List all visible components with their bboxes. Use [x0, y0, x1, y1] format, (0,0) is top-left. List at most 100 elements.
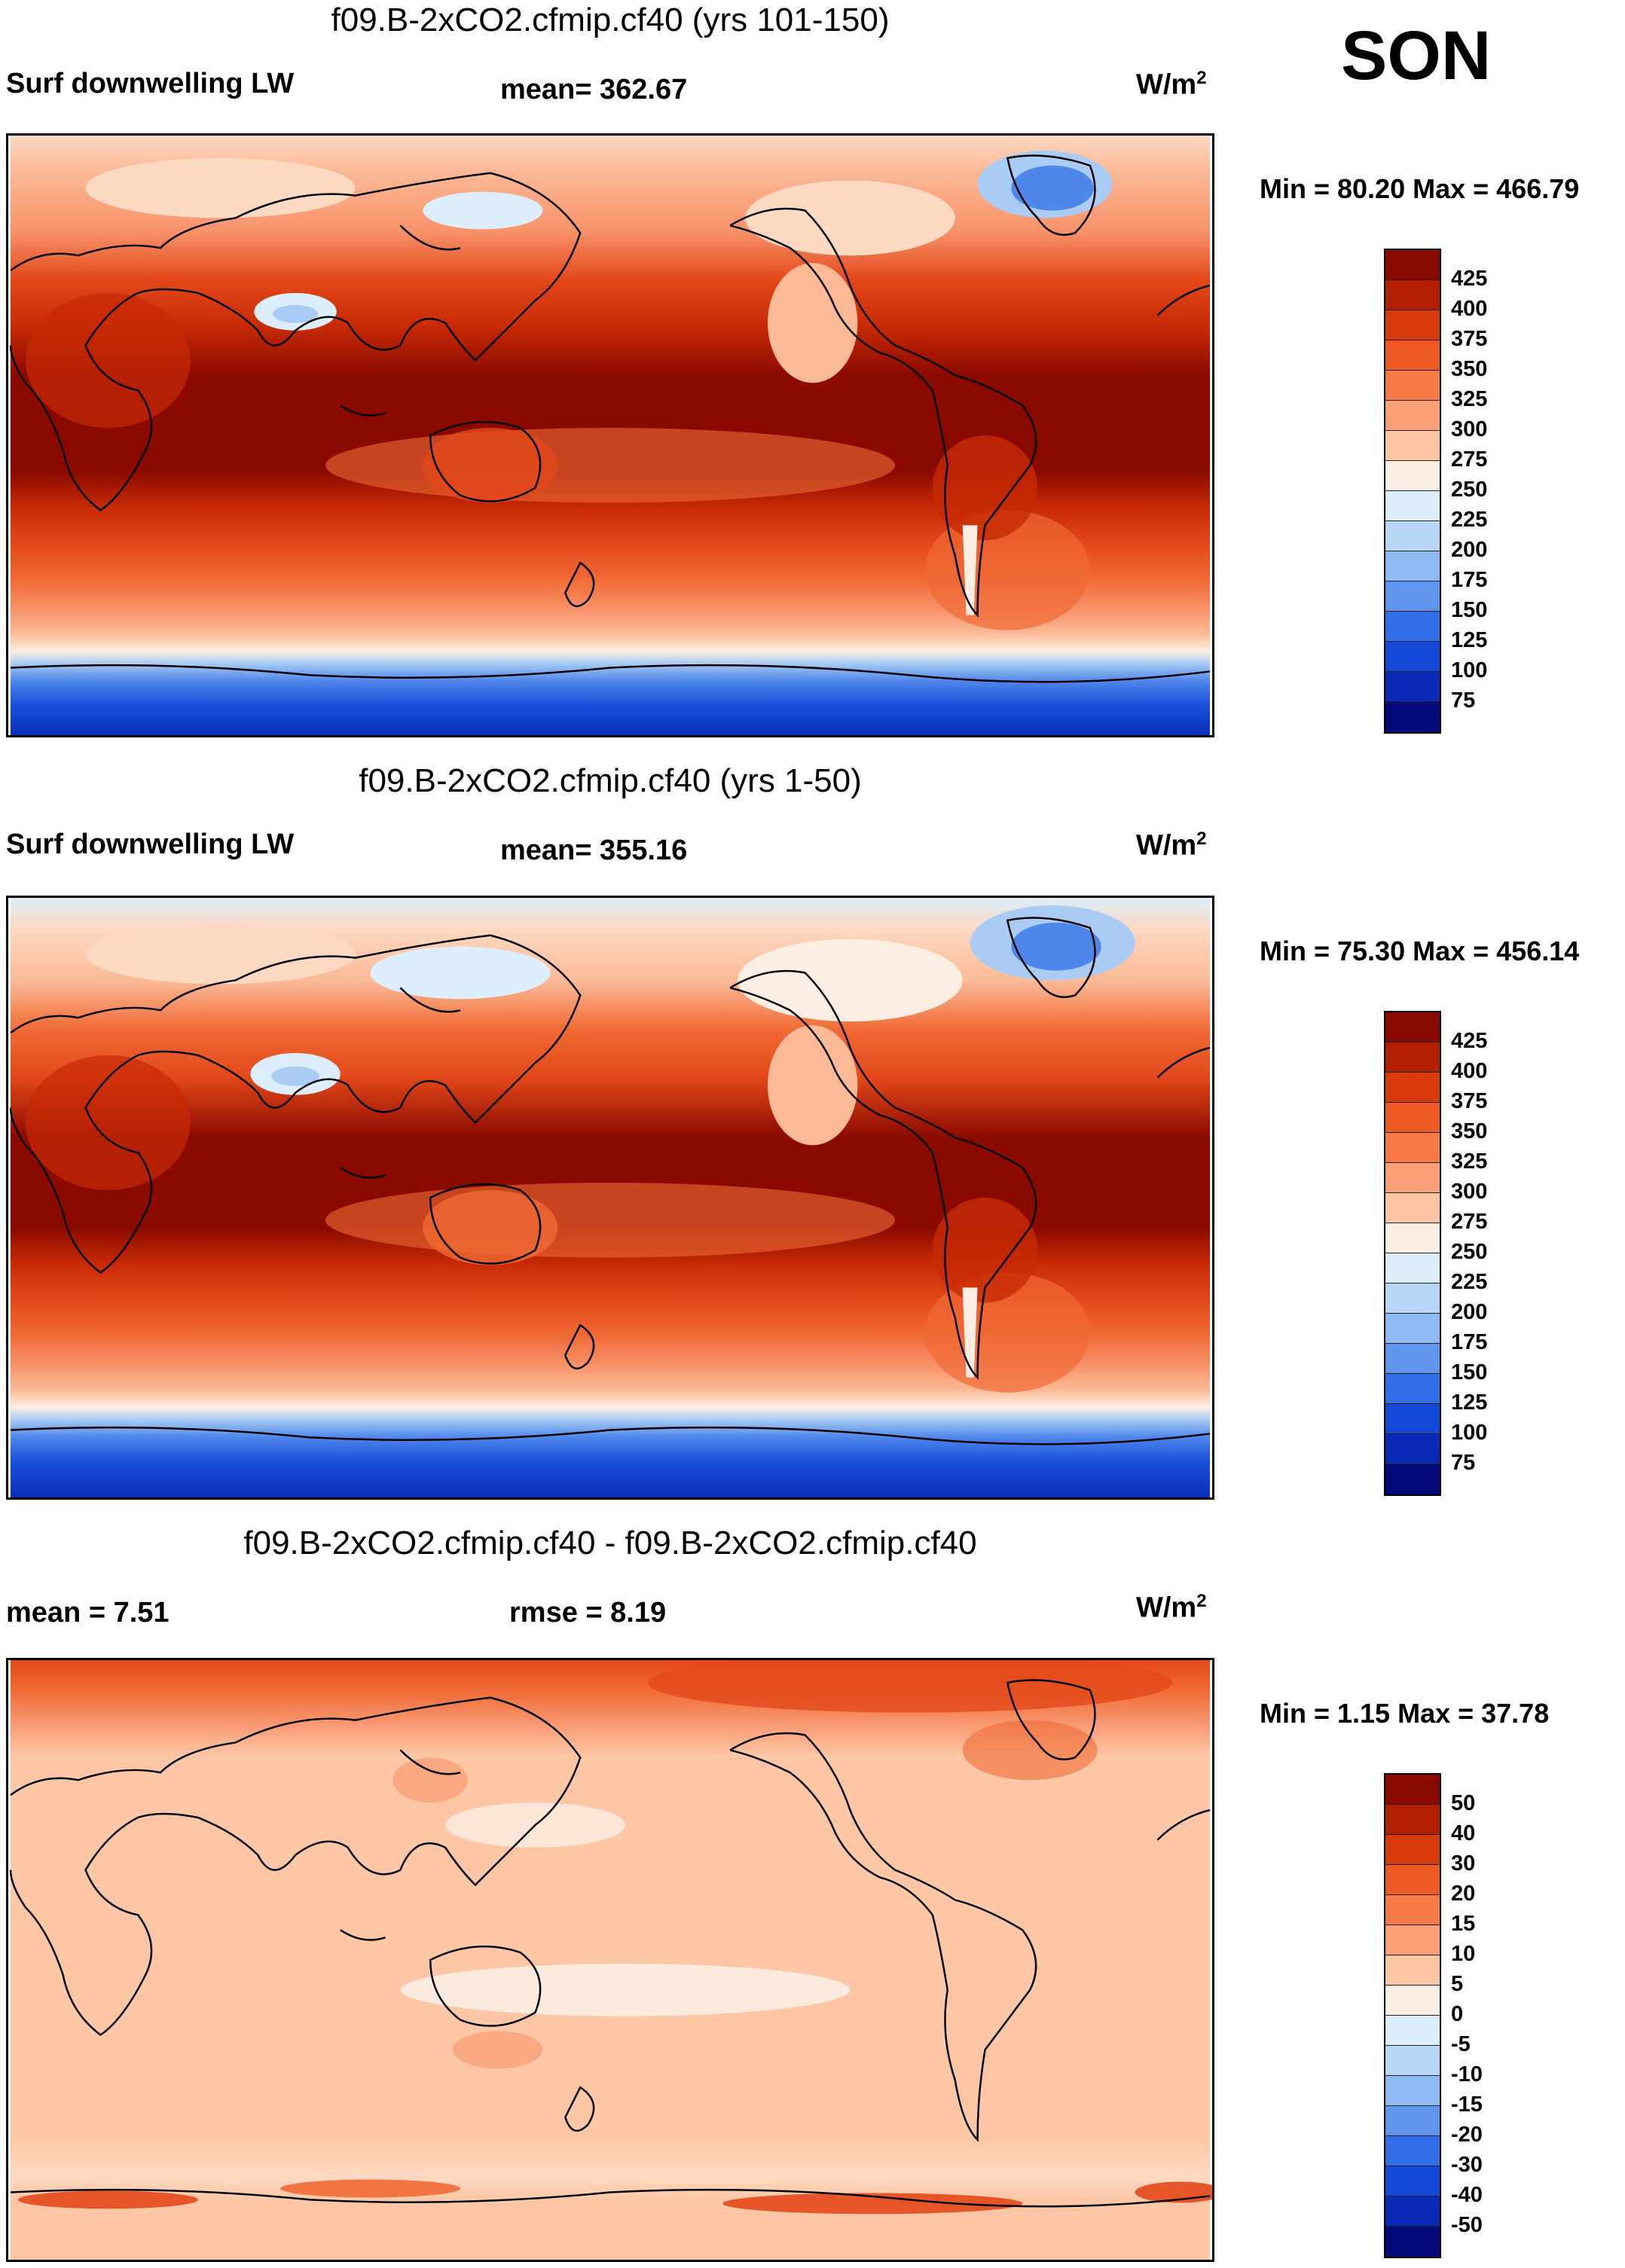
field-label: Surf downwelling LW [6, 829, 295, 860]
colorbar-box [1385, 521, 1440, 551]
colorbar-label: 100 [1451, 1421, 1488, 1445]
colorbar-box [1385, 551, 1440, 581]
colorbar-label: 200 [1451, 1300, 1488, 1324]
colorbar-box [1385, 2196, 1440, 2227]
colorbar-box [1385, 401, 1440, 431]
colorbar-box [1385, 1835, 1440, 1865]
colorbar [1384, 249, 1441, 734]
colorbar-box [1385, 431, 1440, 461]
colorbar-box [1385, 1253, 1440, 1284]
map-contour-plot [9, 898, 1211, 1497]
units-exponent: 2 [1196, 829, 1207, 849]
panel-title: f09.B-2xCO2.cfmip.cf40 - f09.B-2xCO2.cfm… [243, 1525, 977, 1561]
colorbar-label: 100 [1451, 658, 1488, 682]
colorbar-label: 250 [1451, 478, 1488, 502]
units-text: W/m [1136, 1592, 1197, 1624]
colorbar-label: -50 [1451, 2213, 1483, 2237]
field-anomalies [17, 1660, 1212, 2215]
colorbar-box [1385, 310, 1440, 340]
colorbar-label: 325 [1451, 1149, 1488, 1174]
colorbar-box [1385, 280, 1440, 310]
colorbar-label: 375 [1451, 327, 1488, 351]
min-max-label: Min = 80.20 Max = 466.79 [1260, 173, 1580, 204]
colorbar-box [1385, 1805, 1440, 1835]
colorbar-box [1385, 642, 1440, 672]
colorbar-box [1385, 1374, 1440, 1404]
colorbar-label: 0 [1451, 2002, 1464, 2026]
colorbar-box [1385, 1955, 1440, 1986]
colorbar-box [1385, 2136, 1440, 2166]
mean-label: mean= 355.16 [500, 835, 688, 866]
colorbar-label: 425 [1451, 267, 1488, 291]
colorbar-box [1385, 371, 1440, 401]
colorbar-label: 15 [1451, 1912, 1476, 1936]
coastlines [9, 1679, 1211, 2208]
colorbar-label: 20 [1451, 1882, 1476, 1906]
colorbar-box [1385, 702, 1440, 732]
colorbar-label: 150 [1451, 1360, 1488, 1384]
panel-title: f09.B-2xCO2.cfmip.cf40 (yrs 1-50) [359, 762, 862, 799]
colorbar-box [1385, 1163, 1440, 1193]
colorbar-label: 425 [1451, 1029, 1488, 1053]
colorbar-label: 350 [1451, 357, 1488, 381]
colorbar-box [1385, 1133, 1440, 1163]
colorbar-label: 10 [1451, 1942, 1476, 1966]
colorbar-box [1385, 1895, 1440, 1925]
rmse-label: rmse = 8.19 [509, 1597, 667, 1629]
units-label: W/m2 [1136, 1591, 1207, 1625]
colorbar-box [1385, 250, 1440, 280]
units-label: W/m2 [1136, 829, 1207, 862]
colorbar-box [1385, 612, 1440, 642]
colorbar-box [1385, 1073, 1440, 1103]
colorbar-box [1385, 1103, 1440, 1133]
colorbar-label: 40 [1451, 1821, 1476, 1845]
coastlines [9, 154, 1211, 683]
colorbar-label: 75 [1451, 688, 1476, 713]
colorbar-box [1385, 1314, 1440, 1344]
colorbar-label: -15 [1451, 2092, 1483, 2117]
colorbar-box [1385, 1042, 1440, 1073]
colorbar-box [1385, 340, 1440, 371]
field-anomalies [25, 150, 1113, 630]
colorbar-label: -30 [1451, 2153, 1483, 2177]
colorbar-label: 125 [1451, 1390, 1488, 1415]
units-label: W/m2 [1136, 68, 1207, 102]
mean-label: mean= 362.67 [500, 74, 688, 105]
colorbar-box [1385, 1193, 1440, 1223]
colorbar-label: 175 [1451, 1330, 1488, 1354]
colorbar-box [1385, 1464, 1440, 1494]
colorbar-box [1385, 2227, 1440, 2257]
map-contour-plot [9, 1660, 1212, 2260]
colorbar-label: -20 [1451, 2123, 1483, 2147]
field-label: Surf downwelling LW [6, 68, 295, 99]
colorbar-label: 325 [1451, 387, 1488, 411]
colorbar [1384, 1773, 1441, 2258]
colorbar-box [1385, 1223, 1440, 1253]
colorbar-label: 175 [1451, 568, 1488, 592]
colorbar-label: 200 [1451, 538, 1488, 562]
colorbar-label: 350 [1451, 1119, 1488, 1143]
colorbar-box [1385, 2016, 1440, 2046]
map-contour-plot [9, 136, 1211, 735]
colorbar-box [1385, 1344, 1440, 1374]
colorbar-label: 300 [1451, 417, 1488, 441]
colorbar-box [1385, 2046, 1440, 2076]
colorbar-label: 150 [1451, 598, 1488, 622]
colorbar-box [1385, 1404, 1440, 1434]
colorbar-box [1385, 1865, 1440, 1895]
season-label: SON [1341, 17, 1492, 94]
colorbar-box [1385, 2106, 1440, 2136]
colorbar [1384, 1011, 1441, 1496]
colorbar-box [1385, 1284, 1440, 1314]
mean-label: mean = 7.51 [6, 1597, 170, 1629]
units-text: W/m [1136, 829, 1197, 862]
colorbar-label: -40 [1451, 2183, 1483, 2207]
colorbar-box [1385, 1434, 1440, 1464]
world-map [6, 133, 1214, 737]
colorbar-label: -10 [1451, 2062, 1483, 2086]
colorbar-label: -5 [1451, 2032, 1471, 2056]
colorbar-label: 375 [1451, 1089, 1488, 1113]
panel-title: f09.B-2xCO2.cfmip.cf40 (yrs 101-150) [331, 2, 890, 38]
colorbar-label: 400 [1451, 297, 1488, 321]
colorbar-box [1385, 461, 1440, 491]
